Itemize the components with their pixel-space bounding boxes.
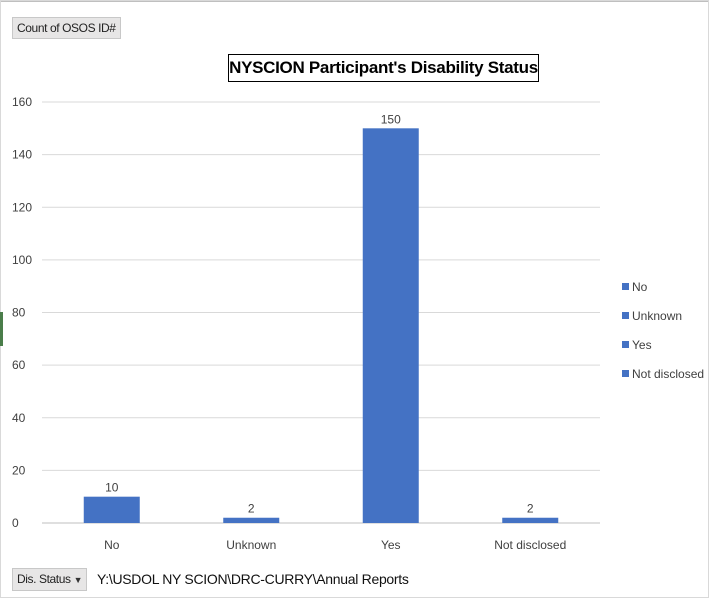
legend-label: Unknown (632, 308, 683, 323)
y-tick-label: 0 (12, 516, 19, 530)
bar-not-disclosed[interactable] (502, 517, 559, 523)
data-label: 2 (248, 502, 255, 516)
legend-label: No (632, 279, 648, 294)
data-label: 2 (527, 502, 534, 516)
chart-title-text: NYSCION Participant's Disability Status (229, 58, 538, 77)
data-label: 10 (105, 481, 119, 495)
legend-swatch-icon (622, 312, 629, 319)
y-tick-label: 120 (12, 200, 32, 214)
axis-field-button[interactable]: Dis. Status ▼ (12, 568, 88, 591)
legend-swatch-icon (622, 341, 629, 348)
x-tick-label: Unknown (226, 538, 276, 552)
legend-item-unknown[interactable]: Unknown (622, 301, 704, 330)
legend-label: Not disclosed (632, 366, 705, 381)
chart-title[interactable]: NYSCION Participant's Disability Status (228, 54, 539, 82)
bar-yes[interactable] (362, 128, 419, 523)
window-top-edge (0, 0, 709, 2)
legend-swatch-icon (622, 370, 629, 377)
y-tick-label: 20 (12, 463, 26, 477)
y-tick-label: 60 (12, 358, 26, 372)
dropdown-arrow-icon[interactable]: ▼ (73, 575, 83, 585)
legend-label: Yes (632, 337, 652, 352)
legend-item-not-disclosed[interactable]: Not disclosed (622, 359, 704, 388)
axis-field-label: Dis. Status (17, 572, 71, 586)
selection-marker (0, 312, 3, 346)
bar-no[interactable] (83, 496, 140, 523)
legend-swatch-icon (622, 283, 629, 290)
legend-item-yes[interactable]: Yes (622, 330, 704, 359)
legend-item-no[interactable]: No (622, 272, 704, 301)
data-label: 150 (381, 112, 401, 126)
x-tick-label: Yes (381, 538, 401, 552)
y-tick-label: 40 (12, 411, 26, 425)
value-field-label: Count of OSOS ID# (17, 21, 116, 35)
x-tick-label: Not disclosed (494, 538, 566, 552)
file-path: Y:\USDOL NY SCION\DRC-CURRY\Annual Repor… (97, 571, 409, 587)
y-tick-label: 80 (12, 306, 26, 320)
bar-unknown[interactable] (223, 517, 280, 523)
y-tick-label: 100 (12, 253, 32, 267)
x-tick-label: No (104, 538, 120, 552)
y-tick-label: 140 (12, 148, 32, 162)
value-field-button[interactable]: Count of OSOS ID# (12, 17, 121, 39)
y-tick-label: 160 (12, 95, 32, 109)
chart-legend[interactable]: No Unknown Yes Not disclosed (622, 272, 704, 388)
